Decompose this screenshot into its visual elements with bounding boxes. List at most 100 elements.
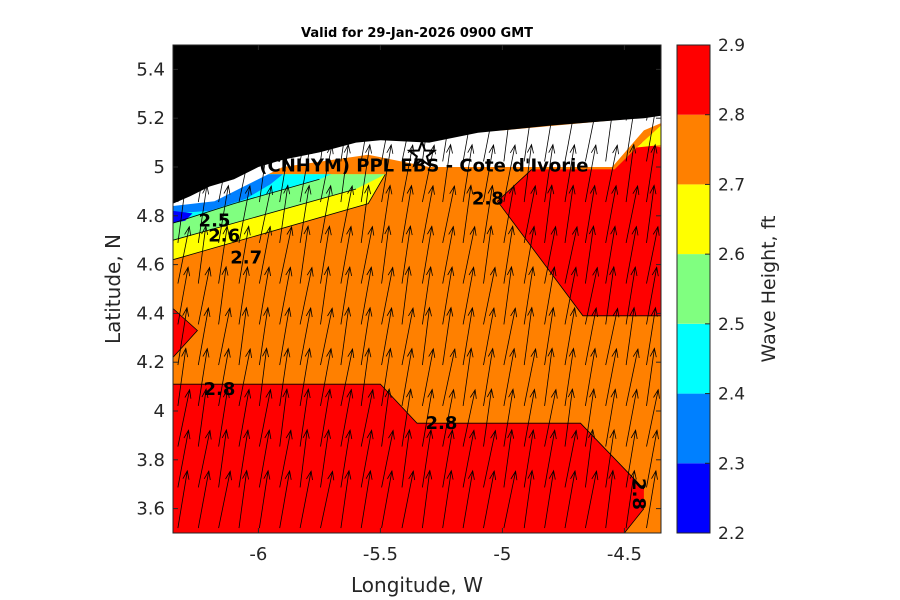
colorbar-tick-label: 2.5 xyxy=(718,315,745,335)
x-axis-ticks: -6 -5.5 -5 -4.5 xyxy=(249,45,642,565)
wave-arrow-head xyxy=(612,307,620,318)
contour-label: 2.8 xyxy=(203,379,235,400)
wave-arrow xyxy=(625,185,638,243)
wave-arrow-head xyxy=(569,143,577,154)
y-axis-label: Latitude, N xyxy=(101,234,125,344)
wave-arrow-head xyxy=(182,306,190,317)
wave-arrow xyxy=(259,226,271,284)
wave-arrow-head xyxy=(529,388,537,399)
wave-arrow-head xyxy=(302,428,310,439)
wave-arrow xyxy=(320,103,329,162)
wave-arrow xyxy=(646,104,657,162)
wave-arrow-head xyxy=(305,143,313,154)
wave-arrow xyxy=(259,144,268,203)
wave-arrow-head xyxy=(183,429,191,440)
colorbar-swatch xyxy=(677,254,710,324)
wave-arrow xyxy=(177,307,188,366)
wave-arrow xyxy=(381,470,393,529)
wave-arrow xyxy=(564,470,576,529)
wave-arrow xyxy=(646,470,657,529)
wave-arrow-head xyxy=(526,143,534,154)
contour-line xyxy=(173,383,645,490)
wave-arrow-head xyxy=(548,306,556,317)
wave-arrow-head xyxy=(631,62,639,73)
wave-arrow xyxy=(320,145,333,203)
wave-band-2.8-2.9-south xyxy=(173,384,644,533)
wave-arrow xyxy=(462,267,474,325)
wave-arrow-head xyxy=(428,347,436,358)
wave-arrow-head xyxy=(225,470,232,481)
colorbar-tick-label: 2.9 xyxy=(718,36,745,56)
wave-band-2.8-2.9-east xyxy=(497,142,661,316)
wave-arrow-head xyxy=(610,388,618,399)
wave-arrow-head xyxy=(549,266,557,277)
wave-direction-arrows xyxy=(177,62,660,529)
colorbar-frame xyxy=(676,44,711,534)
site-star-icon xyxy=(406,138,438,168)
wave-arrow-head xyxy=(446,143,453,154)
wave-arrow-head xyxy=(366,103,373,114)
wave-arrow xyxy=(564,185,574,243)
wave-arrow-head xyxy=(242,265,250,276)
wave-arrow xyxy=(320,429,330,488)
wave-arrow-head xyxy=(528,265,536,276)
wave-arrow-head xyxy=(567,387,575,398)
wave-arrow-head xyxy=(203,469,211,481)
wave-arrow xyxy=(299,389,309,447)
wave-arrow xyxy=(340,348,353,406)
wave-arrow xyxy=(564,307,576,366)
wave-arrow xyxy=(585,471,597,529)
wave-arrow xyxy=(625,389,638,447)
wave-arrow-head xyxy=(406,184,414,195)
wave-arrow xyxy=(401,185,412,243)
wave-arrow-head xyxy=(282,387,290,398)
wave-arrow xyxy=(483,104,496,162)
wave-arrow xyxy=(483,471,495,529)
wave-arrow xyxy=(585,348,596,406)
y-tick-label: 5.2 xyxy=(136,108,165,129)
wave-arrow xyxy=(585,185,596,243)
wave-arrow-head xyxy=(449,184,457,196)
wave-arrow xyxy=(177,389,190,447)
contour-label: 2.8 xyxy=(425,413,457,434)
wave-arrow xyxy=(279,307,290,366)
wave-arrow xyxy=(401,389,412,447)
wave-arrow-head xyxy=(632,347,640,359)
wave-arrow-head xyxy=(631,388,639,399)
wave-arrow xyxy=(503,429,513,488)
wave-arrow-head xyxy=(612,144,619,155)
contour-label: 2.8 xyxy=(472,189,504,210)
wave-arrow xyxy=(299,226,309,284)
wave-arrow-head xyxy=(489,103,497,114)
wave-arrow-head xyxy=(466,184,474,195)
wave-arrow xyxy=(442,389,454,447)
wave-arrow-head xyxy=(652,225,660,236)
wave-arrow-head xyxy=(508,388,516,399)
plot-area: 2.52.62.7 2.8 2.8 2.8 2.8 (CNHYM) PPL EBS - … xyxy=(173,45,661,533)
wave-arrow xyxy=(401,226,411,284)
wave-arrow xyxy=(238,145,252,203)
wave-arrow xyxy=(503,226,514,284)
contour-label: 2.7 xyxy=(230,247,262,268)
wave-arrow-head xyxy=(467,143,475,154)
wave-arrow xyxy=(544,348,553,406)
wave-arrow-head xyxy=(204,266,212,277)
colorbar-swatch xyxy=(677,323,710,394)
wave-arrow-head xyxy=(305,306,313,318)
wave-arrow-head xyxy=(426,428,434,439)
wave-arrow-head xyxy=(245,144,253,155)
wave-arrow xyxy=(259,348,267,406)
wave-arrow-head xyxy=(487,184,495,195)
wave-arrow-head xyxy=(588,428,596,439)
wave-arrow xyxy=(360,307,371,366)
wave-arrow xyxy=(218,389,228,447)
wave-arrow xyxy=(381,144,392,203)
wave-arrow xyxy=(401,429,410,488)
wave-arrow xyxy=(177,185,186,243)
wave-arrow-head xyxy=(326,144,334,155)
wave-arrow xyxy=(381,348,391,406)
wave-band-2.8-2.9-west xyxy=(173,308,198,358)
wave-arrow-head xyxy=(224,307,232,318)
contour-label: 2.8 xyxy=(628,478,649,510)
wave-arrow xyxy=(483,267,496,325)
